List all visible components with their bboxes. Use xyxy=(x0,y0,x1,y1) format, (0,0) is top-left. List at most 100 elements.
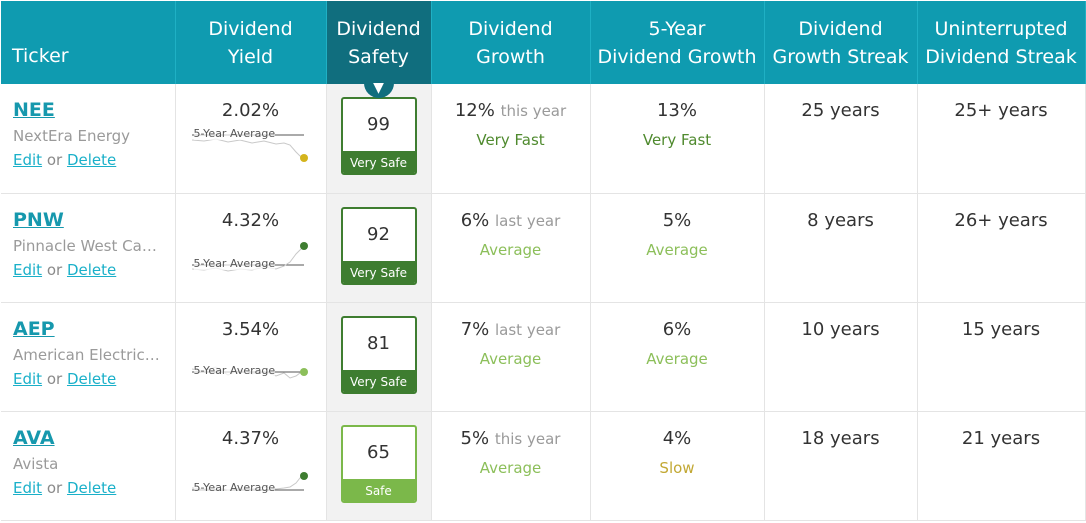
growth-streak-value: 18 years xyxy=(801,427,880,449)
row-actions: Edit or Delete xyxy=(13,369,175,389)
dividend-growth-line: 12% this year xyxy=(432,100,590,122)
safety-label: Very Safe xyxy=(342,151,415,173)
growth-streak-value: 25 years xyxy=(801,100,880,121)
safety-score-badge[interactable]: 99 Very Safe xyxy=(340,97,417,175)
growth-streak-cell: 25 years xyxy=(764,84,918,194)
dividend-growth-value: 7% xyxy=(460,318,490,340)
dividend-growth-rating: Average xyxy=(479,349,542,368)
dividend-yield-value: 3.54% xyxy=(221,318,280,340)
growth-streak-cell: 8 years xyxy=(764,193,918,303)
header-safety-line1: Dividend xyxy=(336,17,421,40)
dividend-yield-value: 4.32% xyxy=(221,209,280,231)
table-body: NEE NextEra Energy Edit or Delete 2.02% … xyxy=(1,84,1086,521)
delete-link[interactable]: Delete xyxy=(66,151,117,169)
company-name: Avista xyxy=(13,454,59,473)
ticker-cell: AEP American Electric P… Edit or Delete xyxy=(1,302,176,412)
five-year-growth-rating: Very Fast xyxy=(642,131,712,149)
yield-sparkline: 5-Year Average xyxy=(191,236,310,274)
header-yield-line2: Yield xyxy=(227,45,274,68)
header-dividend-growth[interactable]: Dividend Growth xyxy=(431,1,591,84)
growth-streak-value: 8 years xyxy=(807,209,874,231)
dividend-growth-rating: Average xyxy=(479,458,542,477)
edit-link[interactable]: Edit xyxy=(13,151,43,169)
edit-link[interactable]: Edit xyxy=(13,478,43,497)
sparkline-trend xyxy=(191,138,304,159)
yield-cell: 4.32% 5-Year Average xyxy=(175,193,327,303)
row-actions: Edit or Delete xyxy=(13,478,175,498)
uninterrupted-streak-cell: 15 years xyxy=(917,302,1086,412)
header-streak-line2: Growth Streak xyxy=(772,45,909,68)
header-uninterrupted-streak[interactable]: Uninterrupted Dividend Streak xyxy=(917,1,1086,84)
header-five-year-line1: 5-Year xyxy=(648,17,706,40)
safety-cell: 99 Very Safe xyxy=(326,84,432,194)
header-safety-line2: Safety xyxy=(348,45,409,68)
safety-score: 65 xyxy=(367,441,390,463)
yield-cell: 4.37% 5-Year Average xyxy=(175,411,327,521)
five-year-average-label: 5-Year Average xyxy=(193,363,276,377)
delete-link[interactable]: Delete xyxy=(66,260,117,279)
header-ticker[interactable]: Ticker xyxy=(1,1,176,84)
header-row: Ticker Dividend Yield Dividend Safety ▼ Div… xyxy=(1,1,1086,98)
header-dividend-safety[interactable]: Dividend Safety ▼ xyxy=(326,1,432,98)
header-ticker-label: Ticker xyxy=(12,45,69,67)
yield-sparkline: 5-Year Average xyxy=(191,126,310,164)
header-growth-streak[interactable]: Dividend Growth Streak xyxy=(764,1,918,84)
or-text: or xyxy=(46,478,63,497)
dividend-growth-line: 6% last year xyxy=(432,210,590,232)
header-uninterrupted-line1: Uninterrupted xyxy=(934,17,1068,40)
five-year-growth-cell: 4% Slow xyxy=(590,411,765,521)
company-name: American Electric P… xyxy=(13,345,163,364)
row-actions: Edit or Delete xyxy=(13,260,175,280)
five-year-growth-value: 4% xyxy=(662,427,692,449)
dividend-growth-period: this year xyxy=(494,429,561,448)
header-dividend-yield[interactable]: Dividend Yield xyxy=(175,1,327,84)
five-year-average-label: 5-Year Average xyxy=(193,256,276,270)
ticker-link[interactable]: AVA xyxy=(13,426,55,449)
dividend-growth-line: 7% last year xyxy=(432,319,590,341)
safety-score-badge[interactable]: 81 Very Safe xyxy=(340,315,417,394)
yield-sparkline: 5-Year Average xyxy=(191,454,310,494)
yield-cell: 2.02% 5-Year Average xyxy=(175,84,327,194)
five-year-growth-rating: Average xyxy=(646,240,708,259)
header-five-year-line2: Dividend Growth xyxy=(597,45,757,68)
dividend-growth-period: last year xyxy=(495,320,561,339)
delete-link[interactable]: Delete xyxy=(66,478,117,497)
yield-cell: 3.54% 5-Year Average xyxy=(175,302,327,412)
safety-score-badge[interactable]: 65 Safe xyxy=(340,424,417,503)
dividend-yield-value: 2.02% xyxy=(221,100,280,121)
sort-descending-icon: ▼ xyxy=(373,80,384,96)
safety-label: Safe xyxy=(342,478,415,501)
ticker-cell: AVA Avista Edit or Delete xyxy=(1,411,176,521)
uninterrupted-streak-value: 26+ years xyxy=(954,209,1048,231)
ticker-link[interactable]: PNW xyxy=(13,208,64,231)
edit-link[interactable]: Edit xyxy=(13,369,43,388)
five-year-average-label: 5-Year Average xyxy=(193,127,276,140)
growth-streak-cell: 18 years xyxy=(764,411,918,521)
uninterrupted-streak-value: 21 years xyxy=(961,427,1041,449)
header-uninterrupted-line2: Dividend Streak xyxy=(925,45,1077,68)
header-growth-line1: Dividend xyxy=(468,17,553,40)
or-text: or xyxy=(46,151,63,169)
five-year-growth-cell: 13% Very Fast xyxy=(590,84,765,194)
safety-score-badge[interactable]: 92 Very Safe xyxy=(340,206,417,285)
dividend-yield-value: 4.37% xyxy=(221,427,280,449)
safety-label: Very Safe xyxy=(342,260,415,283)
table-row: AEP American Electric P… Edit or Delete … xyxy=(1,302,1086,412)
company-name: Pinnacle West Capi… xyxy=(13,236,163,255)
safety-score: 99 xyxy=(367,114,390,135)
safety-label: Very Safe xyxy=(342,369,415,392)
uninterrupted-streak-cell: 25+ years xyxy=(917,84,1086,194)
uninterrupted-streak-value: 15 years xyxy=(961,318,1041,340)
or-text: or xyxy=(46,369,63,388)
five-year-growth-cell: 5% Average xyxy=(590,193,765,303)
row-actions: Edit or Delete xyxy=(13,150,175,170)
dividend-growth-line: 5% this year xyxy=(432,428,590,450)
header-five-year-growth[interactable]: 5-Year Dividend Growth xyxy=(590,1,765,84)
dividend-growth-period: last year xyxy=(495,211,561,230)
header-growth-line2: Growth xyxy=(476,45,545,68)
ticker-link[interactable]: NEE xyxy=(13,99,55,121)
delete-link[interactable]: Delete xyxy=(66,369,117,388)
five-year-growth-value: 13% xyxy=(656,100,697,121)
edit-link[interactable]: Edit xyxy=(13,260,43,279)
ticker-link[interactable]: AEP xyxy=(13,317,55,340)
